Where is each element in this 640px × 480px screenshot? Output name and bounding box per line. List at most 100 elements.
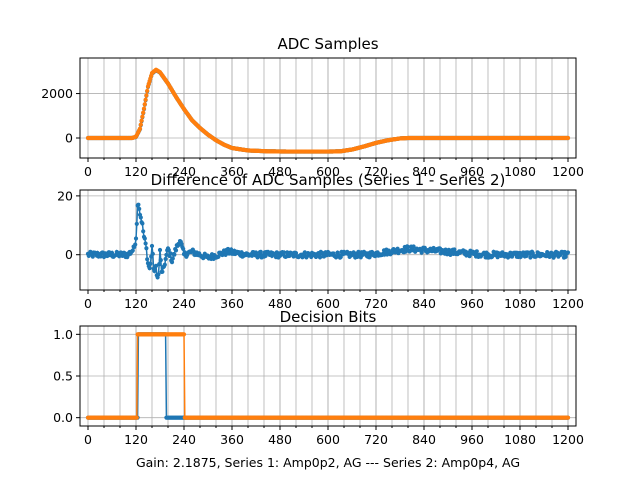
- data-point: [163, 256, 168, 262]
- data-point: [136, 202, 141, 207]
- series-1: [85, 202, 571, 280]
- x-tick-label: 600: [316, 432, 340, 447]
- x-tick-label: 240: [172, 164, 196, 179]
- x-tick-label: 240: [172, 432, 196, 447]
- x-tick-label: 480: [268, 432, 292, 447]
- data-point: [134, 415, 139, 420]
- data-point: [98, 254, 103, 259]
- data-point: [139, 118, 144, 123]
- x-tick-label: 0: [84, 296, 92, 311]
- data-point: [158, 257, 163, 263]
- data-point: [133, 242, 138, 247]
- data-point: [172, 252, 177, 257]
- data-point: [565, 415, 571, 420]
- data-point: [253, 250, 259, 255]
- data-point: [134, 221, 139, 227]
- chart-title: ADC Samples: [277, 35, 378, 53]
- series-2: [85, 67, 571, 154]
- panel-difference: Difference of ADC Samples (Series 1 - Se…: [57, 171, 584, 311]
- data-point: [405, 244, 411, 250]
- data-point: [141, 106, 147, 111]
- x-tick-label: 840: [412, 432, 436, 447]
- data-point: [338, 254, 343, 260]
- x-tick-label: 1080: [504, 164, 536, 179]
- x-tick-label: 480: [268, 164, 292, 179]
- data-point: [130, 248, 135, 253]
- x-tick-label: 600: [316, 164, 340, 179]
- x-tick-label: 600: [316, 296, 340, 311]
- x-tick-label: 240: [172, 296, 196, 311]
- data-point: [143, 97, 148, 102]
- data-point: [302, 250, 307, 255]
- data-point: [141, 229, 146, 234]
- data-point: [181, 332, 187, 337]
- x-tick-label: 1080: [504, 432, 536, 447]
- panel-adc-samples: ADC Samples 0 120 240 360 480 600 720 840 960 108…: [41, 35, 584, 179]
- data-point: [160, 269, 165, 274]
- y-tick-label: 2000: [41, 86, 73, 101]
- data-point: [317, 255, 323, 260]
- data-point: [162, 262, 167, 267]
- x-tick-label: 960: [460, 296, 484, 311]
- panel-decision-bits: Decision Bits 0 120 240 360 480 600 720 840 960 1…: [53, 308, 584, 447]
- data-point: [138, 215, 143, 220]
- x-tick-label: 840: [412, 296, 436, 311]
- y-tick-label: 20: [57, 188, 73, 203]
- data-point: [148, 261, 153, 266]
- x-tick-label: 120: [124, 296, 148, 311]
- x-tick-label: 120: [124, 164, 148, 179]
- data-point: [144, 93, 149, 98]
- data-point: [142, 102, 147, 107]
- data-point: [452, 247, 457, 252]
- data-point: [291, 254, 296, 259]
- x-tick-label: 0: [84, 432, 92, 447]
- data-point: [157, 262, 162, 267]
- x-axis-label: Gain: 2.1875, Series 1: Amp0p2, AG --- S…: [136, 455, 520, 470]
- data-point: [137, 126, 143, 131]
- x-tick-label: 120: [124, 432, 148, 447]
- data-point: [141, 110, 146, 115]
- data-point: [147, 266, 152, 271]
- data-point: [565, 250, 571, 255]
- x-tick-label: 960: [460, 432, 484, 447]
- data-point: [225, 246, 231, 252]
- x-tick-label: 720: [364, 432, 388, 447]
- x-tick-label: 840: [412, 164, 436, 179]
- data-point: [293, 251, 299, 256]
- data-point: [140, 221, 145, 226]
- y-tick-label: 1.0: [53, 327, 73, 342]
- data-point: [145, 257, 150, 262]
- x-tick-label: 360: [220, 432, 244, 447]
- x-tick-label: 720: [364, 164, 388, 179]
- chart-title: Difference of ADC Samples (Series 1 - Se…: [151, 171, 506, 189]
- x-tick-label: 360: [220, 296, 244, 311]
- data-point: [169, 260, 175, 265]
- data-point: [166, 247, 171, 253]
- data-point: [170, 256, 175, 261]
- data-point: [143, 241, 148, 246]
- y-tick-label: 0.0: [53, 410, 73, 425]
- data-point: [137, 206, 142, 211]
- data-point: [443, 247, 448, 252]
- data-point: [565, 135, 571, 141]
- data-point: [281, 250, 287, 255]
- x-tick-label: 0: [84, 164, 92, 179]
- data-point: [258, 249, 263, 255]
- x-tick-label: 360: [220, 164, 244, 179]
- data-point: [90, 254, 95, 259]
- x-tick-label: 720: [364, 296, 388, 311]
- data-point: [563, 254, 568, 260]
- data-point: [181, 246, 186, 251]
- data-point: [109, 250, 115, 255]
- data-point: [145, 88, 150, 93]
- data-point: [356, 249, 361, 254]
- data-point: [157, 247, 163, 253]
- data-point: [144, 246, 149, 251]
- data-point: [411, 244, 416, 249]
- data-point: [138, 122, 143, 127]
- y-tick-label: 0: [65, 131, 73, 146]
- data-point: [474, 249, 479, 254]
- x-tick-label: 1200: [552, 296, 584, 311]
- data-point: [528, 255, 533, 260]
